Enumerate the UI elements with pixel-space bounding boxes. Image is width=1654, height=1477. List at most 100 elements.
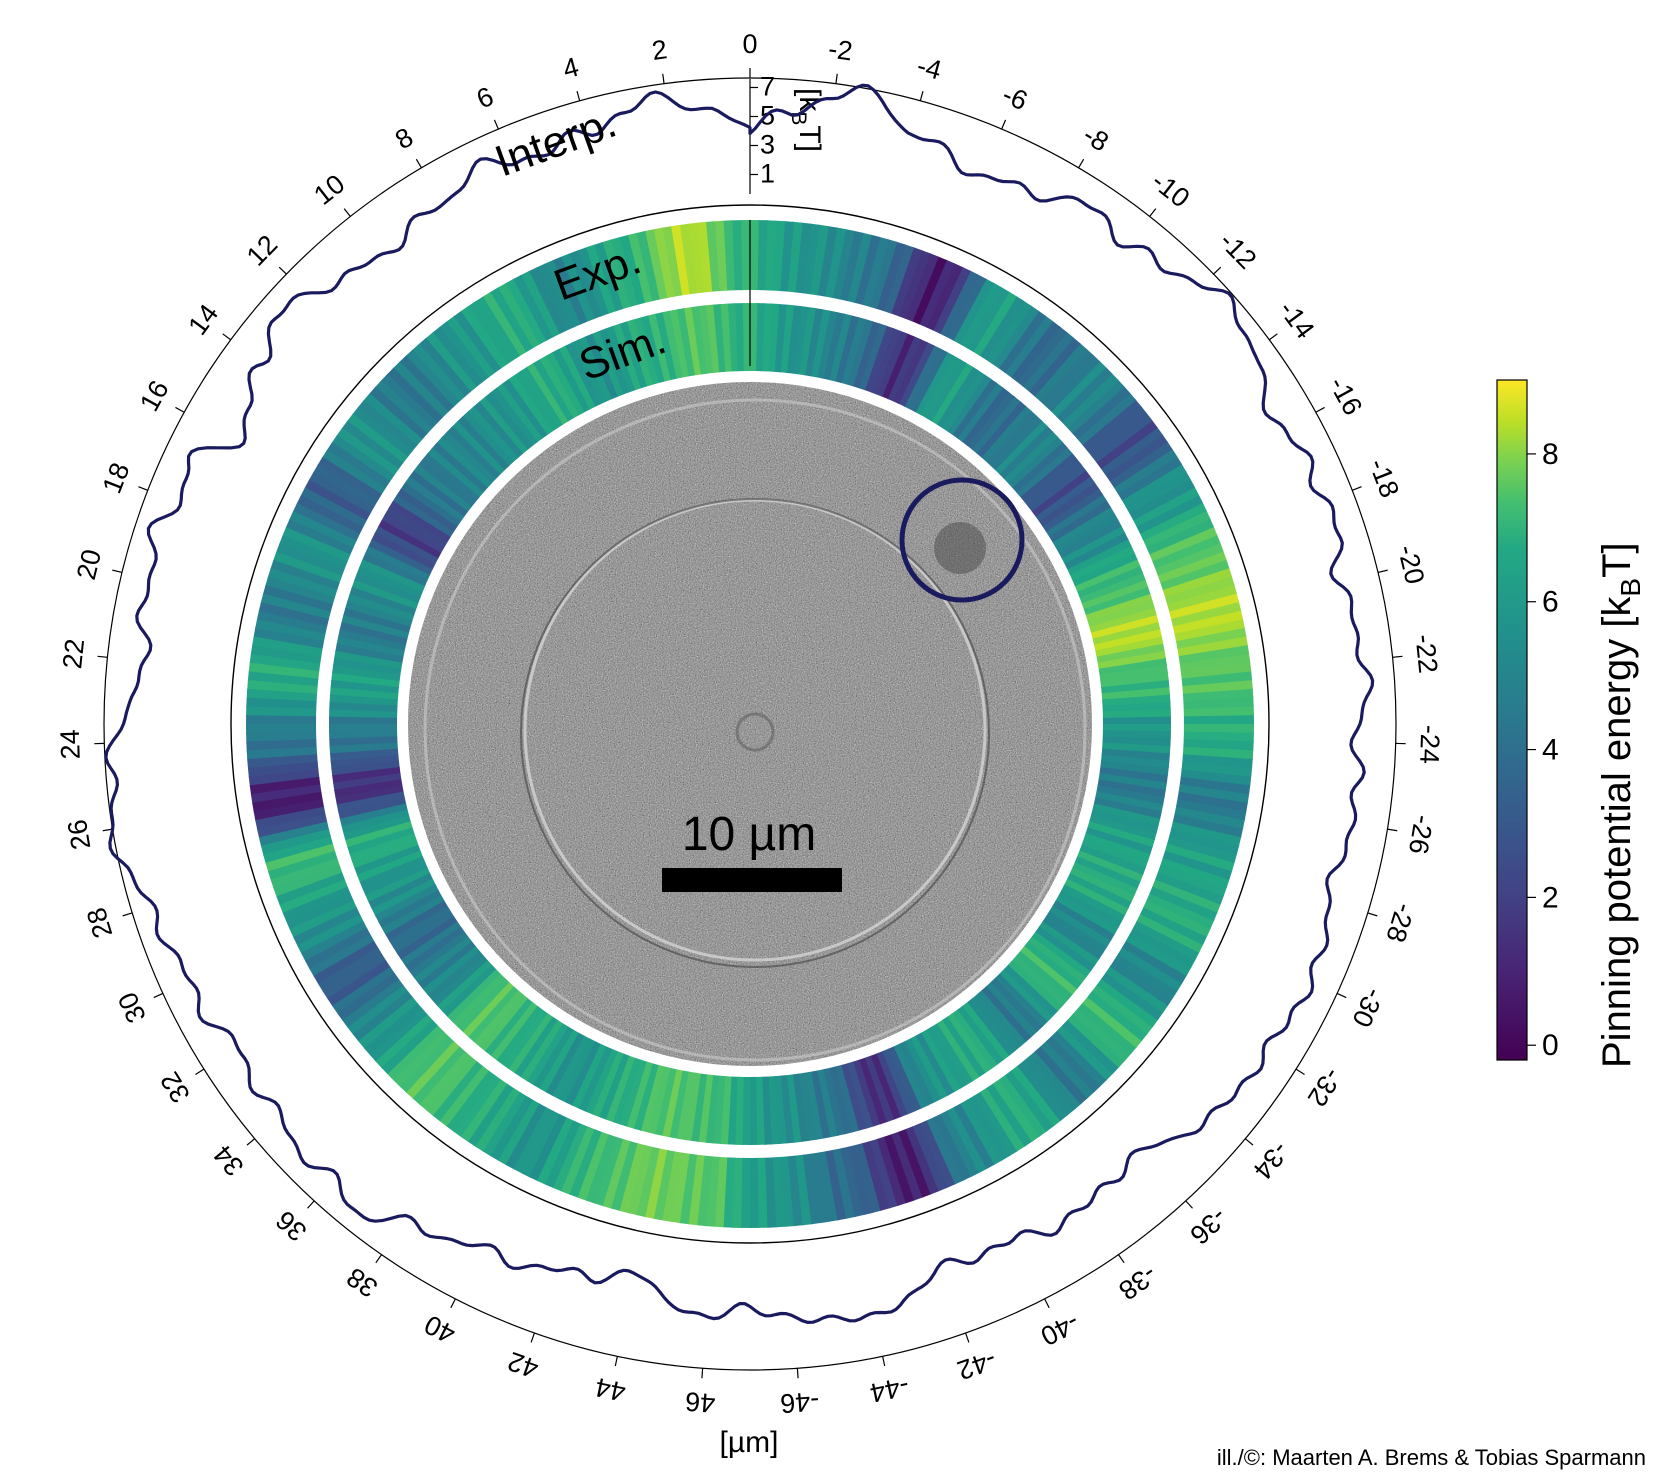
- outer-tick-label: -16: [1323, 372, 1368, 421]
- heatmap-segment: [742, 1076, 752, 1145]
- outer-tick-mark: [450, 1298, 456, 1309]
- outer-tick-label: 40: [420, 1309, 460, 1349]
- heatmap-segment: [255, 619, 326, 643]
- heatmap-segment: [980, 405, 1032, 462]
- outer-tick-label: -46: [779, 1386, 820, 1419]
- colorbar-tick-label: 6: [1542, 586, 1559, 619]
- heatmap-segment: [609, 237, 638, 308]
- heatmap-segment: [1061, 372, 1119, 429]
- heatmap-segment: [1096, 642, 1165, 663]
- heatmap-segment: [426, 1056, 478, 1117]
- heatmap-segment: [1179, 775, 1251, 795]
- heatmap-segment: [639, 315, 665, 384]
- heatmap-segment: [479, 994, 529, 1052]
- outer-tick-mark: [1392, 655, 1403, 658]
- heatmap-segment: [1104, 433, 1168, 482]
- heatmap-segment: [723, 1157, 736, 1228]
- radial-tick-label: 1: [760, 159, 775, 189]
- heatmap-segment: [1164, 575, 1235, 605]
- heatmap-segment: [337, 629, 407, 652]
- heatmap-segment: [472, 401, 524, 459]
- heatmap-segment: [332, 767, 401, 784]
- heatmap-segment: [991, 305, 1040, 369]
- heatmap-segment: [704, 304, 720, 374]
- heatmap-segment: [331, 434, 395, 483]
- heatmap-segment: [565, 1041, 602, 1107]
- heatmap-segment: [1072, 551, 1138, 587]
- heatmap-segment: [468, 986, 520, 1043]
- heatmap-segment: [1019, 452, 1078, 502]
- heatmap-segment: [495, 383, 543, 443]
- heatmap-segment: [1166, 583, 1237, 612]
- outer-tick-label: 30: [112, 988, 152, 1028]
- heatmap-segment: [577, 1131, 610, 1201]
- heatmap-segment: [773, 303, 787, 373]
- outer-tick-label: 14: [182, 299, 224, 341]
- heatmap-segment: [329, 736, 398, 748]
- outer-tick-mark: [138, 486, 148, 491]
- heatmap-segment: [869, 1138, 899, 1209]
- heatmap-segment: [289, 511, 357, 549]
- heatmap-segment: [972, 993, 1022, 1052]
- heatmap-segment: [576, 247, 609, 317]
- heatmap-segment: [1087, 820, 1155, 848]
- heatmap-segment: [831, 229, 855, 300]
- heatmap-segment: [604, 325, 636, 393]
- heatmap-segment: [1022, 331, 1074, 392]
- heatmap-segment: [669, 1070, 690, 1139]
- outer-tick-mark: [1244, 1138, 1254, 1146]
- radial-tick-label: 3: [760, 130, 775, 160]
- heatmap-segment: [462, 982, 515, 1038]
- heatmap-segment: [876, 1050, 909, 1118]
- heatmap-segment: [374, 526, 439, 565]
- heatmap-segment: [263, 836, 334, 865]
- heatmap-segment: [521, 1110, 561, 1178]
- outer-tick-label: 2: [650, 34, 669, 66]
- heatmap-segment: [998, 1074, 1048, 1137]
- heatmap-segment: [585, 1048, 619, 1115]
- heatmap-segment: [246, 715, 317, 726]
- outer-tick-mark: [343, 208, 351, 217]
- heatmap-segment: [599, 1053, 631, 1120]
- heatmap-segment: [696, 221, 713, 293]
- heatmap-segment: [690, 306, 707, 375]
- heatmap-segment: [268, 850, 338, 881]
- heatmap-segment: [1109, 441, 1173, 488]
- heatmap-segment: [445, 316, 495, 379]
- heatmap-segment: [1042, 487, 1104, 532]
- heatmap-segment: [671, 1152, 691, 1224]
- heatmap-segment: [453, 1075, 502, 1138]
- heatmap-segment: [899, 1040, 936, 1106]
- heatmap-segment: [334, 650, 403, 670]
- heatmap-segment: [732, 1157, 744, 1228]
- heatmap-segment: [339, 803, 408, 827]
- heatmap-segment: [512, 274, 553, 342]
- heatmap-segment: [1176, 798, 1247, 821]
- heatmap-segment: [793, 1073, 810, 1142]
- heatmap-segment: [801, 223, 821, 295]
- heatmap-segment: [456, 416, 510, 471]
- heatmap-segment: [809, 224, 829, 296]
- heatmap-segment: [625, 319, 653, 387]
- heatmap-segment: [841, 1063, 868, 1131]
- outer-tick-label: 38: [341, 1262, 383, 1304]
- heatmap-segment: [792, 306, 809, 375]
- heatmap-segment: [1121, 463, 1187, 507]
- heatmap-segment: [336, 636, 405, 658]
- heatmap-segment: [1169, 827, 1240, 855]
- heatmap-segment: [1129, 926, 1196, 969]
- heatmap-segment: [976, 989, 1028, 1047]
- heatmap-segment: [925, 263, 963, 331]
- heatmap-segment: [418, 941, 477, 990]
- heatmap-segment: [704, 221, 720, 292]
- heatmap-segment: [330, 748, 399, 762]
- heatmap-segment: [1058, 518, 1122, 559]
- outer-tick-label: -6: [998, 79, 1032, 116]
- heatmap-segment: [300, 921, 368, 962]
- heatmap-segment: [1182, 678, 1253, 694]
- heatmap-segment: [551, 256, 588, 325]
- outer-tick-mark: [530, 1332, 536, 1343]
- interp-ring-label: Interp.: [489, 98, 623, 187]
- colorbar: [1496, 379, 1528, 1061]
- heatmap-segment: [345, 600, 413, 628]
